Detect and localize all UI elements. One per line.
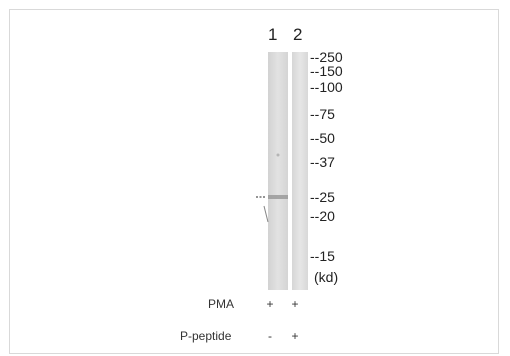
lane-2-strip (292, 52, 308, 290)
lane-1-strip (268, 52, 288, 290)
marker-100: --100 (310, 79, 343, 95)
p-peptide-lane-1-sign: - (268, 329, 272, 343)
marker-37: --37 (310, 154, 335, 170)
condition-label-pma: PMA (208, 297, 235, 311)
pma-lane-1-sign: + (266, 297, 274, 311)
condition-label-p-peptide: P-peptide (180, 329, 232, 343)
p-peptide-lane-2-sign: + (291, 329, 299, 343)
image-frame (9, 9, 499, 354)
lane-1-smear (263, 205, 269, 223)
marker-25: --25 (310, 189, 335, 205)
pma-lane-2-sign: + (291, 297, 299, 311)
marker-15: --15 (310, 248, 335, 264)
lane-number-1: 1 (268, 25, 278, 44)
marker-150: --150 (310, 63, 343, 79)
lane-1-band-25kd (268, 195, 288, 199)
marker-20: --20 (310, 208, 335, 224)
marker-75: --75 (310, 106, 335, 122)
marker-250: --250 (310, 49, 343, 65)
marker-unit-kd: (kd) (314, 269, 339, 285)
marker-50: --50 (310, 130, 335, 146)
lane-number-2: 2 (293, 25, 303, 44)
lane-1-faint-spot (276, 153, 280, 157)
